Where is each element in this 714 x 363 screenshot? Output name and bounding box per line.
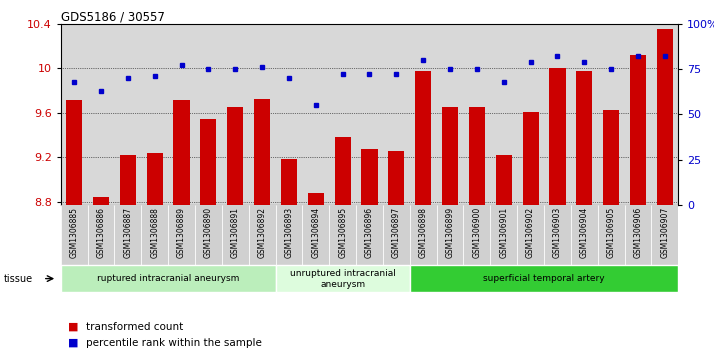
Bar: [463, 205, 491, 265]
Text: GSM1306891: GSM1306891: [231, 207, 240, 258]
Bar: [415, 72, 431, 205]
Text: ■: ■: [68, 322, 79, 332]
Bar: [437, 205, 463, 265]
Bar: [276, 205, 302, 265]
Bar: [517, 205, 544, 265]
Text: GSM1306889: GSM1306889: [177, 207, 186, 258]
Bar: [61, 205, 88, 265]
Text: GSM1306888: GSM1306888: [150, 207, 159, 258]
Bar: [141, 205, 168, 265]
Text: GSM1306899: GSM1306899: [446, 207, 455, 258]
Bar: [329, 205, 356, 265]
Text: GSM1306890: GSM1306890: [204, 207, 213, 258]
Bar: [114, 205, 141, 265]
Bar: [576, 72, 593, 205]
Text: ruptured intracranial aneurysm: ruptured intracranial aneurysm: [97, 274, 239, 283]
Text: GSM1306895: GSM1306895: [338, 207, 347, 258]
Bar: [276, 265, 410, 292]
Bar: [174, 101, 190, 205]
Text: GSM1306902: GSM1306902: [526, 207, 535, 258]
Bar: [549, 68, 565, 205]
Bar: [302, 205, 329, 265]
Bar: [469, 107, 485, 205]
Bar: [523, 111, 538, 205]
Bar: [88, 205, 114, 265]
Text: GSM1306887: GSM1306887: [124, 207, 132, 258]
Text: GDS5186 / 30557: GDS5186 / 30557: [61, 11, 164, 24]
Text: GSM1306894: GSM1306894: [311, 207, 321, 258]
Text: GSM1306901: GSM1306901: [499, 207, 508, 258]
Text: GSM1306897: GSM1306897: [392, 207, 401, 258]
Text: GSM1306904: GSM1306904: [580, 207, 589, 258]
Bar: [308, 193, 324, 205]
Bar: [496, 155, 512, 205]
Bar: [227, 107, 243, 205]
Bar: [598, 205, 625, 265]
Bar: [66, 101, 82, 205]
Text: GSM1306886: GSM1306886: [96, 207, 106, 258]
Bar: [491, 205, 517, 265]
Text: GSM1306892: GSM1306892: [258, 207, 266, 258]
Text: GSM1306898: GSM1306898: [418, 207, 428, 258]
Bar: [442, 107, 458, 205]
Bar: [222, 205, 248, 265]
Text: percentile rank within the sample: percentile rank within the sample: [86, 338, 261, 348]
Bar: [410, 265, 678, 292]
Text: transformed count: transformed count: [86, 322, 183, 332]
Bar: [335, 137, 351, 205]
Bar: [410, 205, 437, 265]
Text: ■: ■: [68, 338, 79, 348]
Text: GSM1306905: GSM1306905: [607, 207, 615, 258]
Bar: [625, 205, 651, 265]
Text: tissue: tissue: [4, 274, 33, 284]
Bar: [383, 205, 410, 265]
Bar: [630, 55, 646, 205]
Text: unruptured intracranial
aneurysm: unruptured intracranial aneurysm: [290, 269, 396, 289]
Bar: [651, 205, 678, 265]
Bar: [571, 205, 598, 265]
Bar: [93, 197, 109, 205]
Text: GSM1306907: GSM1306907: [660, 207, 669, 258]
Bar: [388, 151, 404, 205]
Text: superficial temporal artery: superficial temporal artery: [483, 274, 605, 283]
Text: GSM1306893: GSM1306893: [284, 207, 293, 258]
Bar: [544, 205, 571, 265]
Text: GSM1306885: GSM1306885: [70, 207, 79, 258]
Bar: [248, 205, 276, 265]
Bar: [201, 119, 216, 205]
Text: GSM1306896: GSM1306896: [365, 207, 374, 258]
Text: GSM1306906: GSM1306906: [633, 207, 643, 258]
Bar: [195, 205, 222, 265]
Bar: [603, 110, 619, 205]
Bar: [281, 159, 297, 205]
Bar: [120, 155, 136, 205]
Bar: [657, 29, 673, 205]
Bar: [254, 99, 270, 205]
Bar: [168, 205, 195, 265]
Bar: [61, 265, 276, 292]
Text: GSM1306900: GSM1306900: [473, 207, 481, 258]
Bar: [356, 205, 383, 265]
Bar: [146, 153, 163, 205]
Text: GSM1306903: GSM1306903: [553, 207, 562, 258]
Bar: [361, 150, 378, 205]
